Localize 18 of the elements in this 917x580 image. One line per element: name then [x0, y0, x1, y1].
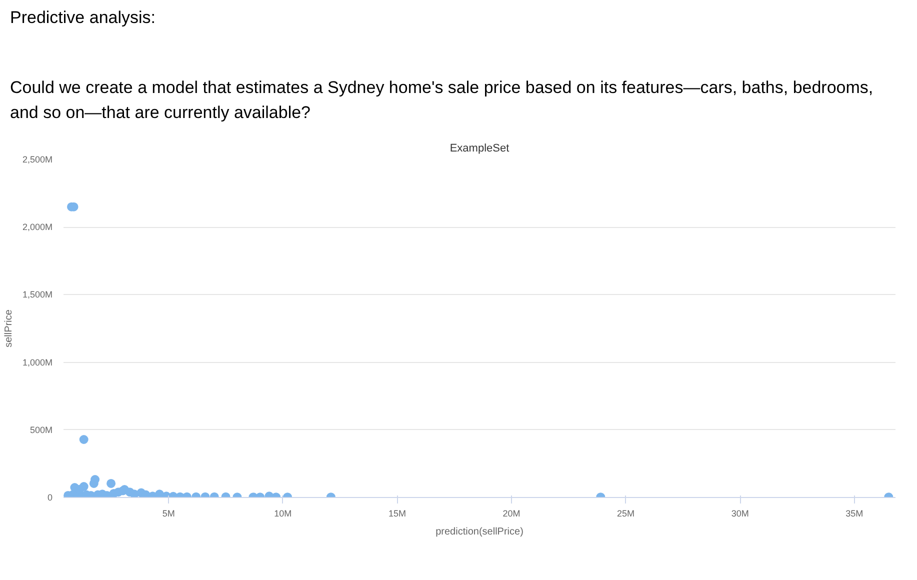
x-tick-label: 5M: [162, 508, 175, 518]
y-tick-label: 0: [47, 492, 53, 502]
chart-title: ExampleSet: [450, 142, 510, 154]
y-tick-label: 2,500M: [22, 154, 53, 164]
x-tick-label: 30M: [731, 508, 749, 518]
text: Could we create a model that estimates a Sydney home's sale price based on its features—cars, baths, bedrooms, and so on—that are currently available?: [10, 77, 874, 124]
y-tick-label: 1,000M: [22, 357, 53, 368]
x-tick-label: 10M: [274, 508, 292, 518]
y-axis-title: sellPrice: [3, 309, 14, 348]
y-tick-label: 1,500M: [22, 290, 53, 300]
x-tick-label: 25M: [617, 508, 635, 518]
y-tick-label: 500M: [30, 424, 52, 435]
x-tick-label: 20M: [502, 508, 520, 518]
x-tick-label: 15M: [388, 508, 406, 518]
text: Predictive analysis:: [10, 7, 156, 29]
x-tick-label: 35M: [846, 508, 864, 518]
x-axis-title: prediction(sellPrice): [436, 526, 524, 538]
y-tick-label: 2,000M: [22, 222, 53, 232]
